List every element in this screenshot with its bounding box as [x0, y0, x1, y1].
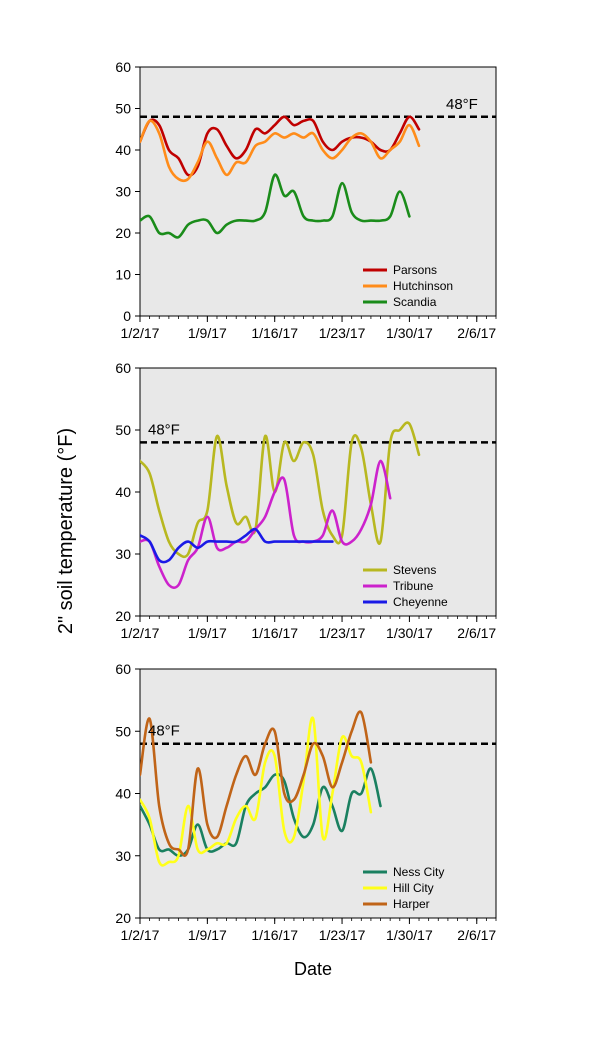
- chart-panels: 48°F 0 10 20 30 40 50 60 1/2/17 1/9/17 1/16/17 1/23…: [115, 59, 497, 943]
- legend-label: Parsons: [393, 263, 437, 277]
- series-line-stevens: [140, 421, 421, 559]
- y-tick-label: 60: [115, 59, 131, 75]
- legend-label: Harper: [393, 897, 430, 911]
- plot-area: [139, 66, 497, 317]
- reference-line-label: 48°F: [148, 421, 180, 438]
- series-group: [140, 115, 496, 239]
- y-tick-label: 50: [115, 723, 131, 739]
- legend-label: Tribune: [393, 579, 434, 593]
- x-tick-label: 1/2/17: [121, 625, 160, 641]
- chart-panel-1: 48°F 0 10 20 30 40 50 60 1/2/17 1/9/17 1/16/17 1/23…: [115, 59, 497, 341]
- x-tick-label: 1/23/17: [319, 325, 366, 341]
- x-tick-label: 1/30/17: [386, 927, 433, 943]
- legend-label: Hutchinson: [393, 279, 453, 293]
- x-tick-label: 1/2/17: [121, 927, 160, 943]
- series-line-harper: [140, 710, 373, 858]
- reference-line-label: 48°F: [446, 96, 478, 113]
- x-tick-label: 1/9/17: [188, 325, 227, 341]
- legend-label: Scandia: [393, 295, 437, 309]
- x-tick-label: 1/16/17: [251, 325, 298, 341]
- x-tick-label: 1/16/17: [251, 927, 298, 943]
- series-line-cheyenne: [140, 527, 334, 564]
- x-tick-label: 1/23/17: [319, 927, 366, 943]
- x-tick-label: 1/30/17: [386, 625, 433, 641]
- series-group: [140, 710, 496, 867]
- series-line-scandia: [140, 173, 411, 239]
- x-tick-label: 2/6/17: [457, 625, 496, 641]
- legend-label: Hill City: [393, 881, 434, 895]
- x-tick-label: 2/6/17: [457, 927, 496, 943]
- chart-panel-3: 48°F 20 30 40 50 60 1/2/17 1/9/17 1/16/17 1/23/17…: [115, 661, 497, 943]
- y-tick-label: 50: [115, 101, 131, 117]
- y-tick-label: 0: [123, 308, 131, 324]
- plot-area: [139, 367, 497, 617]
- y-tick-label: 60: [115, 661, 131, 677]
- series-group: [140, 421, 496, 589]
- y-tick-label: 20: [115, 225, 131, 241]
- x-tick-label: 2/6/17: [457, 325, 496, 341]
- chart-panel-2: 48°F 20 30 40 50 60 1/2/17 1/9/17 1/16/17 1/23/17…: [115, 360, 497, 641]
- y-tick-label: 40: [115, 484, 131, 500]
- y-tick-label: 30: [115, 848, 131, 864]
- y-tick-label: 30: [115, 546, 131, 562]
- legend-label: Stevens: [393, 563, 436, 577]
- x-tick-label: 1/9/17: [188, 625, 227, 641]
- x-tick-label: 1/9/17: [188, 927, 227, 943]
- legend: Ness City Hill City Harper: [363, 865, 444, 911]
- y-tick-label: 20: [115, 608, 131, 624]
- y-tick-label: 50: [115, 422, 131, 438]
- legend: Stevens Tribune Cheyenne: [363, 563, 448, 609]
- figure-y-axis-label: 2" soil temperature (°F): [55, 428, 77, 634]
- reference-line-label: 48°F: [148, 723, 180, 740]
- y-tick-label: 40: [115, 786, 131, 802]
- legend-label: Ness City: [393, 865, 444, 879]
- series-line-hill-city: [140, 716, 373, 867]
- x-tick-label: 1/30/17: [386, 325, 433, 341]
- y-tick-label: 10: [115, 267, 131, 283]
- series-line-tribune: [140, 459, 392, 589]
- x-tick-label: 1/16/17: [251, 625, 298, 641]
- x-tick-label: 1/23/17: [319, 625, 366, 641]
- legend: Parsons Hutchinson Scandia: [363, 263, 453, 309]
- x-tick-label: 1/2/17: [121, 325, 160, 341]
- y-tick-label: 30: [115, 184, 131, 200]
- y-tick-label: 20: [115, 910, 131, 926]
- legend-label: Cheyenne: [393, 595, 448, 609]
- series-line-hutchinson: [140, 119, 421, 183]
- y-tick-label: 40: [115, 142, 131, 158]
- y-tick-label: 60: [115, 360, 131, 376]
- figure-x-axis-label: Date: [294, 959, 332, 979]
